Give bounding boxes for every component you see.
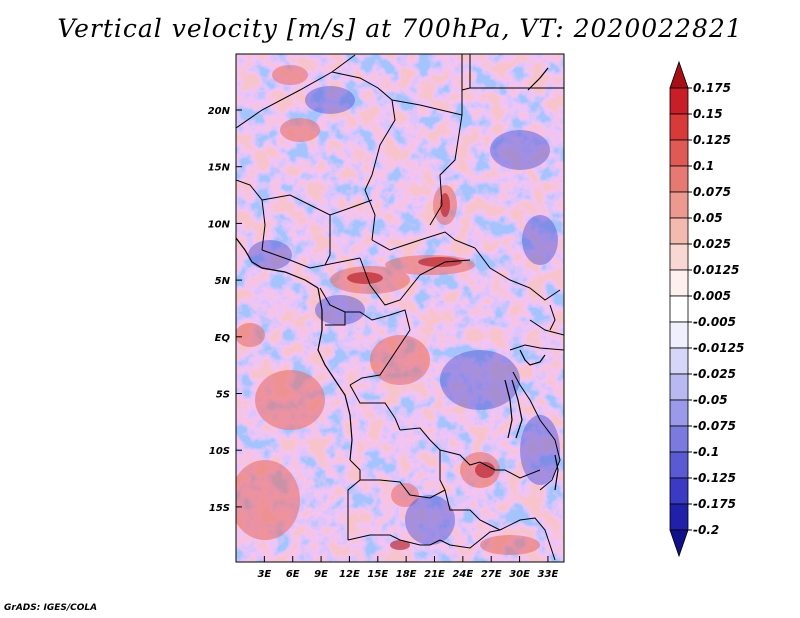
colorbar-label: -0.005 — [693, 315, 736, 329]
colorbar-segment — [669, 451, 689, 479]
colorbar-segment — [669, 139, 689, 167]
colorbar-segment — [669, 269, 689, 297]
lon-tick-label: 3E — [257, 569, 271, 580]
grads-credit: GrADS: IGES/COLA — [4, 603, 98, 613]
lon-tick-label: 18E — [396, 569, 417, 580]
colorbar-segment — [669, 60, 689, 89]
colorbar-label: 0.0125 — [693, 263, 739, 277]
colorbar-label: -0.025 — [693, 367, 736, 381]
colorbar-label: -0.05 — [693, 393, 728, 407]
coastlines-lakes — [236, 67, 559, 491]
colorbar-label: -0.1 — [693, 445, 719, 459]
colorbar-label: 0.005 — [693, 289, 731, 303]
colorbar-segment — [669, 529, 689, 558]
lon-tick-label: 33E — [538, 569, 559, 580]
lon-tick-label: 6E — [286, 569, 300, 580]
colorbar-segment — [669, 477, 689, 505]
lat-tick-label: 20N — [208, 106, 231, 117]
colorbar-label: 0.1 — [693, 159, 714, 173]
colorbar-segment — [669, 191, 689, 219]
lat-tick-label: 10S — [209, 446, 230, 457]
strong-updraft-patches — [347, 193, 495, 550]
lon-tick-label: 9E — [314, 569, 328, 580]
lat-tick-label: 5N — [215, 276, 231, 287]
colorbar-segment — [669, 399, 689, 427]
lon-tick-label: 30E — [509, 569, 530, 580]
colorbar-segment — [669, 425, 689, 453]
lat-tick-label: 5S — [216, 390, 230, 401]
colorbar-segment — [669, 165, 689, 193]
longitude-axis: 3E 6E 9E 12E 15E 18E 21E 24E 27E 30E 33E — [257, 556, 558, 580]
lat-tick-label: 15N — [208, 163, 231, 174]
plot-frame — [235, 53, 565, 563]
lon-tick-label: 24E — [452, 569, 473, 580]
colorbar-segment — [669, 321, 689, 349]
colorbar-label: -0.125 — [693, 471, 736, 485]
colorbar-label: -0.175 — [693, 497, 736, 511]
colorbar-label: 0.025 — [693, 237, 731, 251]
lat-tick-label: EQ — [215, 333, 231, 344]
lon-tick-label: 12E — [339, 569, 360, 580]
colorbar-segment — [669, 113, 689, 141]
colorbar-label: -0.0125 — [693, 341, 744, 355]
colorbar-label: 0.05 — [693, 211, 723, 225]
map-title: Vertical velocity [m/s] at 700hPa, VT: 2… — [57, 14, 743, 43]
colorbar-segment — [669, 87, 689, 115]
country-borders — [236, 54, 564, 561]
colorbar-label: 0.125 — [693, 133, 731, 147]
colorbar-label: 0.15 — [693, 107, 723, 121]
lon-tick-label: 27E — [481, 569, 502, 580]
lon-tick-label: 15E — [367, 569, 388, 580]
colorbar-segment — [669, 217, 689, 245]
downdraft-patches — [248, 86, 560, 545]
colorbar-segment — [669, 295, 689, 323]
colorbar-label: 0.075 — [693, 185, 731, 199]
lat-tick-label: 10N — [208, 219, 231, 230]
map-plot-area — [236, 54, 564, 562]
latitude-axis: 20N 15N 10N 5N EQ 5S 10S 15S — [208, 106, 242, 514]
colorbar-segment — [669, 243, 689, 271]
colorbar-segment — [669, 503, 689, 531]
colorbar-segment — [669, 373, 689, 401]
lat-tick-label: 15S — [209, 503, 230, 514]
lon-tick-label: 21E — [424, 569, 445, 580]
colorbar: 0.175 0.15 0.125 0.1 0.075 0.05 0.025 0.0125 0.0… — [669, 60, 744, 558]
colorbar-label: -0.2 — [693, 523, 719, 537]
colorbar-label: 0.175 — [693, 81, 731, 95]
colorbar-segment — [669, 347, 689, 375]
colorbar-label: -0.075 — [693, 419, 736, 433]
